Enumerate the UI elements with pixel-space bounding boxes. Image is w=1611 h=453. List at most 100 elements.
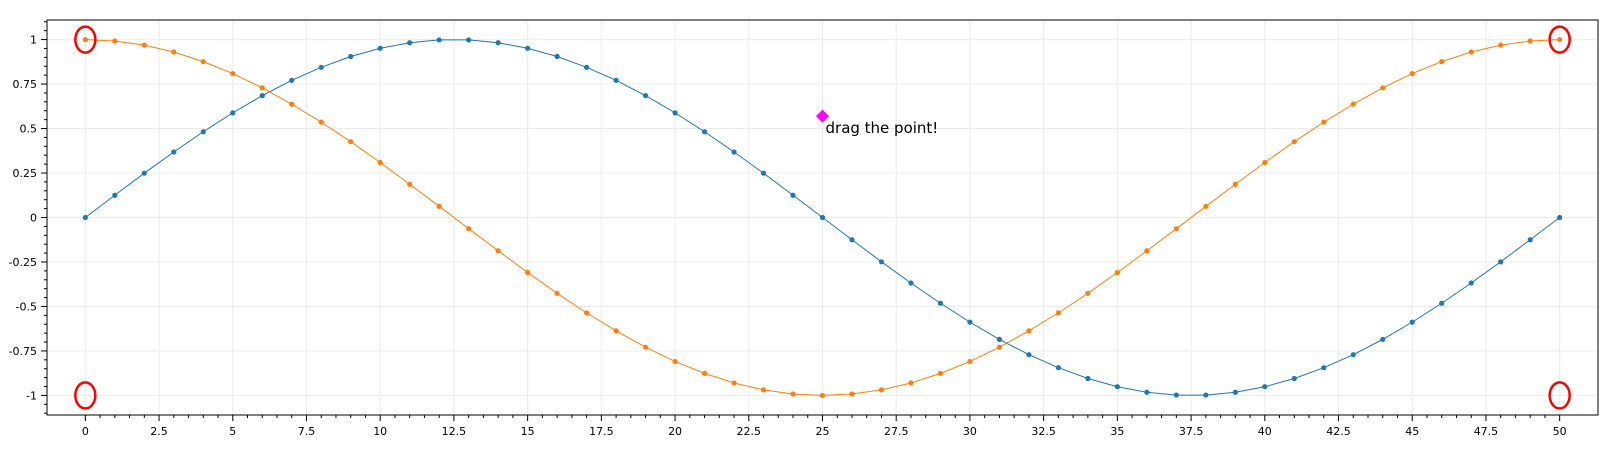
series-2-point bbox=[436, 203, 442, 209]
series-1-point bbox=[82, 214, 88, 221]
y-tick-label: 0.75 bbox=[13, 78, 38, 91]
x-tick-label: 15 bbox=[521, 425, 535, 438]
corner-markers bbox=[74, 25, 1571, 410]
x-tick-label: 47.5 bbox=[1474, 425, 1499, 438]
series-2-point bbox=[318, 119, 324, 125]
series-2-point bbox=[1291, 139, 1297, 145]
x-tick-label: 40 bbox=[1258, 425, 1272, 438]
corner-circle-marker bbox=[1548, 381, 1571, 410]
series-2-point bbox=[1026, 328, 1032, 334]
series-2-point bbox=[407, 181, 413, 187]
series-1-point bbox=[1262, 384, 1268, 390]
series-2-point bbox=[259, 85, 265, 91]
series-1-point bbox=[200, 129, 206, 135]
series-1-point bbox=[289, 77, 295, 83]
series-1-point bbox=[141, 170, 147, 176]
series-1-point bbox=[1527, 237, 1533, 243]
series-2-point bbox=[1468, 49, 1474, 55]
x-tick-label: 7.5 bbox=[298, 425, 316, 438]
series-1-point bbox=[495, 40, 501, 46]
series-1-point bbox=[672, 110, 678, 116]
series-1-point bbox=[1085, 375, 1091, 382]
x-tick-label: 42.5 bbox=[1326, 425, 1351, 438]
grid bbox=[47, 20, 1598, 415]
y-tick-label: 1 bbox=[30, 34, 37, 47]
series-1-point bbox=[1203, 392, 1209, 398]
x-tick-label: 5 bbox=[229, 425, 236, 438]
series-1-point bbox=[1026, 352, 1032, 358]
series-1-point bbox=[1232, 389, 1238, 395]
series-1-point bbox=[436, 37, 442, 43]
series-2-point bbox=[495, 248, 501, 254]
series-1-point bbox=[731, 149, 737, 155]
series-2-point bbox=[1498, 42, 1504, 48]
series-2-point bbox=[819, 392, 826, 399]
corner-circle-marker bbox=[1548, 25, 1571, 54]
series-1-point bbox=[1380, 336, 1386, 342]
x-tick-label: 35 bbox=[1110, 425, 1124, 438]
series-1-point bbox=[171, 149, 177, 155]
series-2-point bbox=[878, 387, 885, 393]
series-1-point bbox=[466, 37, 472, 43]
series-1-point bbox=[1557, 214, 1563, 221]
series-2-point bbox=[967, 358, 973, 365]
x-tick-label: 37.5 bbox=[1179, 425, 1204, 438]
series-2-point bbox=[82, 36, 88, 43]
x-tick-label: 45 bbox=[1405, 425, 1419, 438]
x-tick-label: 30 bbox=[963, 425, 977, 438]
series-2-point bbox=[230, 70, 236, 77]
series-1-point bbox=[701, 129, 708, 135]
series bbox=[82, 36, 1563, 399]
axes: 0 2.5 5 7.5 10 12.5 15 17.5 20 22.5 25 27.5 30 32.5 35… bbox=[9, 21, 1567, 438]
series-1-point bbox=[1350, 352, 1356, 358]
series-2-point bbox=[1380, 85, 1386, 91]
series-2-point bbox=[908, 380, 914, 386]
series-2-point bbox=[200, 59, 206, 65]
series-2-point bbox=[1557, 36, 1563, 43]
corner-circle-marker bbox=[74, 381, 97, 410]
series-2-point bbox=[584, 310, 590, 316]
series-2-point bbox=[1055, 310, 1061, 316]
series-2-point bbox=[1232, 181, 1238, 187]
series-2-point bbox=[701, 370, 708, 376]
series-2-point bbox=[377, 159, 383, 166]
series-2-point bbox=[1350, 101, 1356, 107]
x-tick-label: 0 bbox=[82, 425, 89, 438]
series-2-point bbox=[1321, 119, 1327, 125]
x-tick-label: 12.5 bbox=[442, 425, 467, 438]
series-2-point bbox=[112, 38, 118, 44]
series-1-point bbox=[1173, 392, 1179, 398]
series-2-point bbox=[849, 391, 855, 397]
series-2-point bbox=[642, 344, 649, 350]
x-tick-label: 27.5 bbox=[884, 425, 909, 438]
y-tick-label: 0 bbox=[30, 212, 37, 225]
y-tick-label: 0.25 bbox=[13, 167, 38, 180]
series-1-point bbox=[1291, 375, 1297, 382]
series-1-point bbox=[525, 45, 531, 51]
series-2-point bbox=[1085, 290, 1091, 296]
series-1-point bbox=[1055, 365, 1061, 371]
series-2-point bbox=[1409, 70, 1415, 77]
series-1-point bbox=[1144, 389, 1150, 395]
annotation: drag the point! bbox=[816, 109, 938, 137]
series-1-point bbox=[908, 280, 914, 286]
x-tick-label: 10 bbox=[373, 425, 387, 438]
series-1-point bbox=[1468, 280, 1474, 286]
series-1-point bbox=[1409, 319, 1415, 325]
series-1-point bbox=[554, 53, 560, 60]
series-2-point bbox=[1114, 269, 1120, 276]
series-1-point bbox=[112, 192, 118, 198]
series-2-point bbox=[141, 42, 147, 48]
x-tick-label: 2.5 bbox=[150, 425, 168, 438]
series-1-point bbox=[377, 45, 383, 51]
y-tick-label: -0.75 bbox=[9, 345, 37, 358]
series-1-point bbox=[790, 192, 796, 198]
series-1-point bbox=[1439, 300, 1445, 306]
series-2-point bbox=[1262, 159, 1268, 166]
draggable-point[interactable] bbox=[816, 109, 829, 123]
series-2-point bbox=[289, 101, 295, 107]
series-1-point bbox=[878, 259, 885, 265]
series-2-point bbox=[1173, 226, 1179, 232]
y-tick-label: -0.25 bbox=[9, 256, 37, 269]
